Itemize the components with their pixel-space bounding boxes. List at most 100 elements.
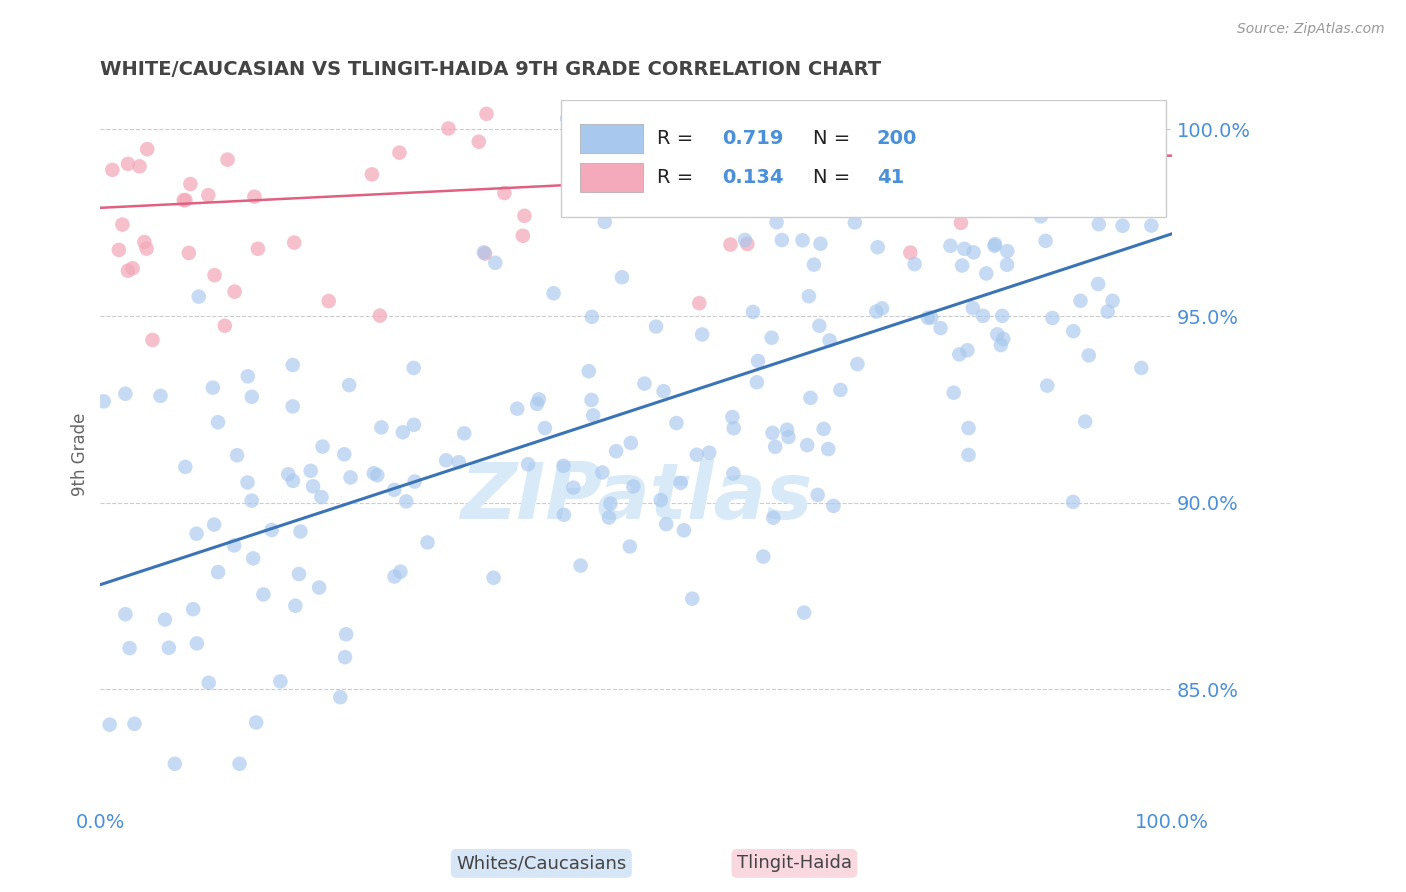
Point [245, 715, 267, 730]
Point [468, 135, 491, 149]
Point [598, 510, 620, 524]
Point [1101, 293, 1123, 308]
Text: Tlingit-Haida: Tlingit-Haida [737, 855, 852, 872]
Point [224, 285, 246, 299]
Point [472, 245, 495, 260]
Point [370, 420, 392, 434]
Point [93, 394, 115, 409]
Point [920, 310, 942, 325]
Text: N =: N = [813, 168, 856, 187]
Point [124, 716, 146, 731]
Point [553, 508, 575, 522]
Point [1111, 219, 1133, 233]
Point [482, 571, 505, 585]
Point [621, 479, 644, 493]
Point [948, 347, 970, 361]
Point [335, 627, 357, 641]
Point [817, 177, 839, 191]
Point [778, 430, 800, 444]
Point [865, 304, 887, 318]
Point [633, 376, 655, 391]
Point [581, 392, 603, 407]
Point [620, 436, 643, 450]
Point [1050, 184, 1073, 198]
Point [395, 494, 418, 508]
Point [339, 470, 361, 484]
Point [484, 256, 506, 270]
Point [224, 538, 246, 552]
Point [281, 400, 304, 414]
Point [101, 162, 124, 177]
Point [1087, 277, 1109, 291]
Point [202, 517, 225, 532]
Point [645, 319, 668, 334]
Point [243, 190, 266, 204]
Point [807, 488, 830, 502]
Point [494, 186, 516, 200]
Point [333, 447, 356, 461]
Point [593, 215, 616, 229]
Point [962, 245, 984, 260]
Point [752, 549, 775, 564]
Point [610, 270, 633, 285]
Point [174, 193, 197, 207]
Point [228, 756, 250, 771]
Point [281, 358, 304, 372]
Text: ZIPatlas: ZIPatlas [460, 458, 813, 534]
Point [1062, 324, 1084, 338]
Point [1029, 210, 1052, 224]
Point [1036, 378, 1059, 392]
Point [553, 458, 575, 473]
Point [957, 421, 980, 435]
Point [517, 457, 540, 471]
Point [990, 338, 1012, 352]
Point [311, 440, 333, 454]
Point [762, 510, 785, 524]
Point [513, 209, 536, 223]
Point [866, 240, 889, 254]
Text: 0.134: 0.134 [721, 168, 783, 187]
Text: R =: R = [658, 129, 700, 148]
Point [135, 242, 157, 256]
Point [870, 301, 893, 316]
Point [299, 464, 322, 478]
Point [226, 448, 249, 462]
Point [723, 421, 745, 435]
Point [793, 606, 815, 620]
Point [366, 468, 388, 483]
Point [163, 756, 186, 771]
Point [813, 422, 835, 436]
Point [543, 286, 565, 301]
Point [562, 481, 585, 495]
Point [363, 467, 385, 481]
Point [308, 581, 330, 595]
Point [745, 376, 768, 390]
Point [995, 244, 1018, 259]
Point [747, 354, 769, 368]
Point [111, 218, 134, 232]
Point [720, 237, 742, 252]
Point [534, 421, 557, 435]
Point [619, 540, 641, 554]
Point [690, 327, 713, 342]
Point [402, 360, 425, 375]
Point [939, 239, 962, 253]
Point [734, 233, 756, 247]
Point [416, 535, 439, 549]
Point [402, 417, 425, 432]
Point [136, 142, 159, 156]
Point [281, 474, 304, 488]
Point [506, 401, 529, 416]
Point [979, 202, 1001, 217]
Point [447, 455, 470, 469]
Point [329, 690, 352, 705]
Point [869, 203, 891, 218]
Point [288, 567, 311, 582]
Point [269, 674, 291, 689]
Point [186, 636, 208, 650]
Point [153, 613, 176, 627]
Point [942, 385, 965, 400]
Point [117, 263, 139, 277]
Point [929, 321, 952, 335]
Point [950, 259, 973, 273]
